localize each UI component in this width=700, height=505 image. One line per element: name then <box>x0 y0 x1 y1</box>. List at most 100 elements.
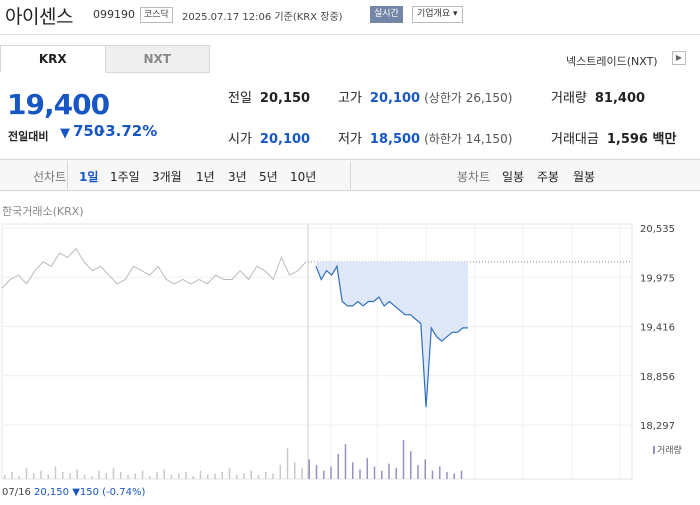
y-tick-label: 18,856 <box>640 372 675 383</box>
volume-bar <box>112 467 115 479</box>
volume-bar <box>417 465 419 479</box>
chevron-right-icon[interactable]: ▶ <box>672 51 686 65</box>
volume-bar <box>359 469 361 479</box>
volume-bar <box>199 470 202 479</box>
volume-bar <box>431 470 434 479</box>
period-3y[interactable]: 3년 <box>228 170 247 184</box>
volume-bar <box>4 474 6 479</box>
market-badge: 코스닥 <box>140 7 173 23</box>
stock-name: 아이센스 <box>5 6 73 28</box>
volume-bar <box>352 462 354 479</box>
volume-bar <box>25 467 28 479</box>
divider <box>67 161 68 189</box>
volume-bar <box>62 472 64 479</box>
volume-bar <box>395 467 397 479</box>
volume-bar <box>294 462 296 479</box>
tab-nxt[interactable]: NXT <box>105 45 210 73</box>
y-tick-label: 19,975 <box>640 273 675 284</box>
volume-bar <box>439 466 441 479</box>
volume-bar <box>40 470 42 479</box>
volume-bar <box>272 473 274 479</box>
stat-value: 1,596 백만 <box>606 132 677 147</box>
stat-label: 고가 <box>338 91 362 106</box>
candle-weekly[interactable]: 주봉 <box>537 170 560 184</box>
series-prev-day-line <box>1 247 307 289</box>
period-3m[interactable]: 3개월 <box>152 170 182 184</box>
volume-bar <box>366 458 368 479</box>
volume-bar <box>279 465 281 479</box>
volume-bar <box>185 472 187 479</box>
base-change: ▼150 <box>72 487 99 498</box>
y-tick-label: 19,416 <box>640 323 675 334</box>
current-price: 19,400 <box>7 88 110 121</box>
volume-bar <box>192 476 194 479</box>
candle-daily[interactable]: 일봉 <box>502 170 525 184</box>
volume-bar <box>149 476 151 479</box>
stat-label: 전일 <box>228 91 252 106</box>
stat-prev-close: 전일 20,150 <box>228 87 310 106</box>
stat-value: 18,500 <box>369 132 421 147</box>
volume-bar <box>18 476 20 479</box>
stat-low: 저가 18,500 (하한가 14,150) <box>338 128 512 147</box>
volume-bar <box>243 473 245 479</box>
stat-value: 20,150 <box>259 91 311 106</box>
tab-krx[interactable]: KRX <box>0 45 106 73</box>
volume-bar <box>460 470 463 479</box>
volume-bar <box>214 473 216 479</box>
period-1d[interactable]: 1일 <box>79 170 99 184</box>
volume-bar <box>308 459 310 479</box>
stock-header: 아이센스 099190 코스닥 2025.07.17 12:06 기준(KRX … <box>0 0 700 30</box>
series-today-line <box>315 264 468 408</box>
chart-source: 한국거래소(KRX) <box>2 205 84 218</box>
intraday-price-chart: 20,53519,97519,41618,85618,29707/1710:00… <box>1 223 675 480</box>
stat-lower-limit: (하한가 14,150) <box>424 132 513 146</box>
base-pct: (-0.74%) <box>102 487 146 498</box>
volume-bar <box>381 470 383 479</box>
change-label: 전일대비 <box>8 130 49 143</box>
nextrade-link[interactable]: 넥스트레이드(NXT) <box>566 55 658 68</box>
volume-bar <box>453 473 455 479</box>
timestamp: 2025.07.17 12:06 기준(KRX 장중) <box>182 12 343 23</box>
volume-bar <box>54 466 57 479</box>
realtime-badge: 실시간 <box>370 6 403 23</box>
market-tabs: KRX NXT <box>0 45 210 73</box>
company-overview-button[interactable]: 기업개요 ▾ <box>412 6 463 23</box>
stat-value: 81,400 <box>594 91 646 106</box>
volume-bar <box>250 470 252 479</box>
volume-bar <box>33 473 35 479</box>
period-1w[interactable]: 1주일 <box>110 170 140 184</box>
volume-bar <box>91 476 93 479</box>
stat-open: 시가 20,100 <box>228 128 310 147</box>
base-date: 07/16 <box>2 487 31 498</box>
stat-amount: 거래대금 1,596 백만 <box>551 128 676 147</box>
stock-code: 099190 <box>93 8 135 21</box>
volume-bar <box>344 444 347 479</box>
volume-bar <box>11 472 13 479</box>
volume-bar <box>141 470 144 479</box>
period-5y[interactable]: 5년 <box>259 170 278 184</box>
volume-bar <box>446 472 448 479</box>
volume-bar <box>69 473 71 479</box>
volume-bar <box>236 474 238 479</box>
line-chart-label: 선차트 <box>33 170 67 184</box>
change-value: 750 <box>73 122 105 140</box>
series-today-fill <box>316 261 468 408</box>
candle-monthly[interactable]: 월봉 <box>573 170 596 184</box>
volume-bar <box>163 469 165 479</box>
volume-bar <box>315 465 318 479</box>
change-percent: -3.72% <box>99 122 158 140</box>
volume-bar <box>301 467 303 479</box>
volume-bar <box>207 474 209 479</box>
stat-label: 저가 <box>338 132 362 147</box>
volume-bar <box>257 474 260 479</box>
volume-bar <box>134 473 136 479</box>
period-1y[interactable]: 1년 <box>196 170 215 184</box>
volume-bar <box>337 453 339 479</box>
volume-bar <box>228 467 231 479</box>
volume-bar <box>323 470 325 479</box>
candle-chart-label: 봉차트 <box>457 170 491 184</box>
base-price: 20,150 <box>34 487 70 498</box>
divider <box>0 34 700 35</box>
period-10y[interactable]: 10년 <box>290 170 317 184</box>
volume-bar <box>156 472 158 479</box>
